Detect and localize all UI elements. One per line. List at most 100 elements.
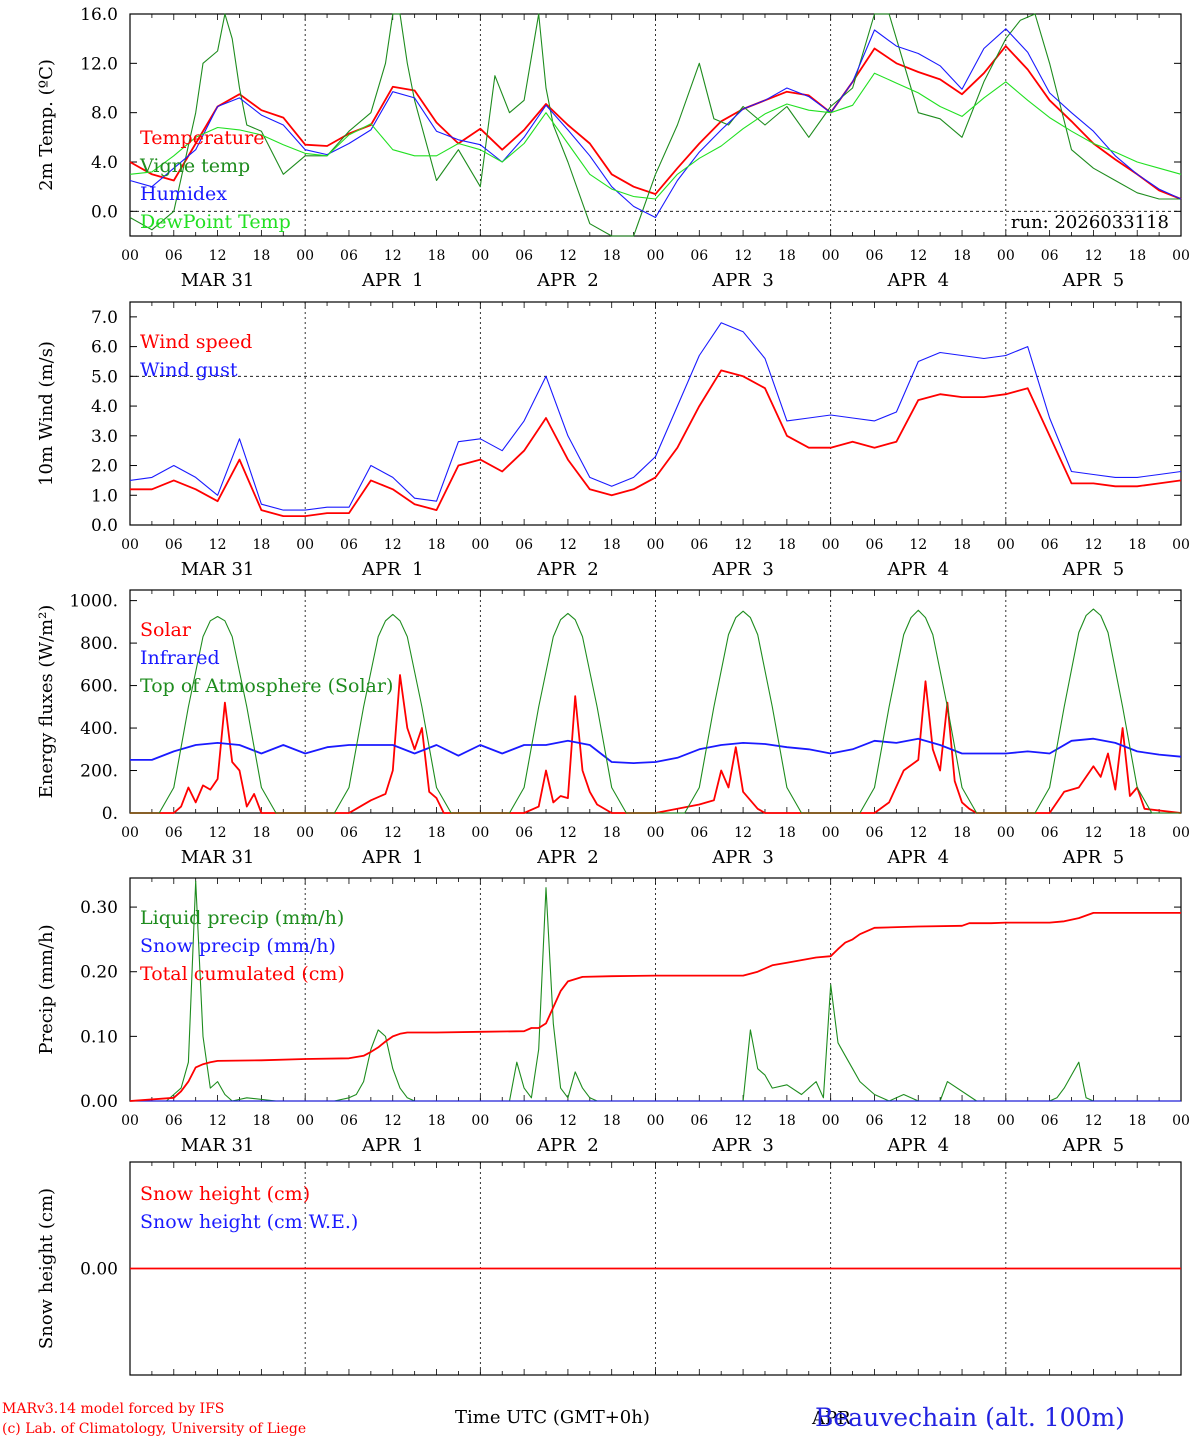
x-tick-label: 00 (647, 537, 665, 553)
series-line-temperature (129, 45, 1182, 200)
x-tick-label: 00 (471, 1113, 489, 1129)
x-tick-label: 18 (1128, 1113, 1146, 1129)
x-tick-label: 06 (340, 537, 358, 553)
x-tick-label: 06 (1041, 825, 1059, 841)
x-tick-label: 12 (909, 248, 927, 264)
x-tick-label: 12 (734, 825, 752, 841)
x-tick-label: 12 (734, 537, 752, 553)
x-tick-label: 12 (1085, 248, 1103, 264)
panel-precip: 0.00 0.10 0.20 0.30 Precip (mm/h) 00 06 12 18 MAR… (36, 877, 1190, 1156)
day-label: APR 5 (1062, 1135, 1125, 1156)
x-tick-label: 18 (252, 537, 270, 553)
x-axis-title: Time UTC (GMT+0h) (455, 1407, 650, 1428)
day-label: APR 1 (361, 559, 424, 580)
day-label: APR 3 (711, 1135, 774, 1156)
x-tick-label: 00 (1172, 1113, 1190, 1129)
x-tick-label: 00 (296, 1113, 314, 1129)
panel-snow: 0.00 Snow height (cm) Snow height (cm) Snow… (36, 1161, 1182, 1376)
x-tick-label: 00 (1172, 537, 1190, 553)
x-tick-label: 06 (866, 825, 884, 841)
legend-entry: Humidex (140, 183, 227, 205)
series-line-humidex (129, 28, 1182, 219)
x-tick-label: 06 (165, 825, 183, 841)
x-tick-label: 12 (559, 1113, 577, 1129)
day-label: APR 2 (536, 559, 599, 580)
x-tick-label: 12 (384, 1113, 402, 1129)
y-tick-label: 1.0 (91, 486, 118, 506)
legend-entry: Wind speed (140, 331, 252, 353)
x-tick-label: 00 (822, 1113, 840, 1129)
x-tick-label: 12 (209, 825, 227, 841)
x-tick-label: 18 (428, 1113, 446, 1129)
y-tick-label: 0. (102, 804, 118, 824)
day-label: APR 3 (711, 847, 774, 868)
x-tick-label: 06 (1041, 1113, 1059, 1129)
x-tick-label: 18 (428, 248, 446, 264)
x-tick-label: 12 (559, 248, 577, 264)
legend-entry: Top of Atmosphere (Solar) (140, 675, 393, 697)
legend-entry: Wind gust (140, 359, 238, 381)
x-tick-label: 12 (1085, 537, 1103, 553)
x-tick-label: 06 (690, 825, 708, 841)
day-label: APR 1 (361, 270, 424, 291)
x-tick-label: 12 (384, 537, 402, 553)
legend-entry: Infrared (140, 647, 220, 669)
day-label: APR 5 (1062, 559, 1125, 580)
day-label: MAR 31 (181, 270, 255, 291)
day-label: MAR 31 (181, 847, 255, 868)
y-tick-label: 5.0 (91, 367, 118, 387)
x-tick-label: 12 (1085, 1113, 1103, 1129)
y-tick-label: 2.0 (91, 457, 118, 477)
x-tick-label: 18 (428, 537, 446, 553)
x-tick-label: 00 (997, 248, 1015, 264)
x-tick-label: 06 (690, 1113, 708, 1129)
x-tick-label: 18 (1128, 248, 1146, 264)
y-tick-label: 0.00 (80, 1092, 118, 1112)
x-tick-label: 12 (909, 825, 927, 841)
x-tick-label: 00 (997, 825, 1015, 841)
y-tick-label: 0.0 (91, 202, 118, 222)
x-tick-label: 00 (121, 537, 139, 553)
day-label: APR 2 (536, 1135, 599, 1156)
day-label: APR 1 (361, 847, 424, 868)
x-tick-label: 00 (296, 537, 314, 553)
series-line-total-cumulated-cm- (129, 912, 1181, 1102)
x-tick-label: 06 (340, 1113, 358, 1129)
x-tick-label: 18 (252, 1113, 270, 1129)
day-label: APR 4 (886, 1135, 949, 1156)
x-tick-label: 06 (340, 825, 358, 841)
x-tick-label: 06 (515, 825, 533, 841)
x-tick-label: 06 (866, 248, 884, 264)
x-tick-label: 12 (209, 1113, 227, 1129)
panel-temp: 0.0 4.0 8.0 12.0 16.0 2m Temp. (ºC) 00 06 12 18 MA… (36, 5, 1190, 291)
x-tick-label: 06 (690, 537, 708, 553)
y-axis-label: Precip (mm/h) (36, 924, 57, 1054)
station-name: Beauvechain (alt. 100m) (815, 1403, 1125, 1432)
series-line-wind-gust (129, 322, 1182, 511)
y-tick-label: 7.0 (91, 308, 118, 328)
x-tick-label: 12 (734, 248, 752, 264)
x-tick-label: 18 (1128, 825, 1146, 841)
y-axis-label: 2m Temp. (ºC) (36, 59, 57, 191)
x-tick-label: 18 (1128, 537, 1146, 553)
legend-entry: Total cumulated (cm) (140, 963, 345, 985)
x-tick-label: 00 (471, 537, 489, 553)
x-tick-label: 06 (165, 248, 183, 264)
series-line-wind-speed (130, 369, 1182, 517)
x-tick-label: 18 (603, 825, 621, 841)
y-tick-label: 6.0 (91, 338, 118, 358)
legend-entry: Snow precip (mm/h) (140, 935, 336, 957)
x-tick-label: 12 (209, 537, 227, 553)
y-tick-label: 8.0 (91, 104, 118, 124)
y-axis-label: Snow height (cm) (36, 1188, 57, 1349)
x-tick-label: 06 (866, 537, 884, 553)
x-tick-label: 18 (603, 248, 621, 264)
series-line-top-of-atmosphere-solar- (130, 608, 1181, 814)
y-tick-label: 0.10 (80, 1027, 118, 1047)
y-tick-label: 3.0 (91, 427, 118, 447)
legend-entry: Vigne temp (139, 155, 250, 177)
y-tick-label: 16.0 (80, 5, 118, 25)
y-tick-label: 0.20 (80, 963, 118, 983)
legend-entry: Snow height (cm) (140, 1183, 310, 1205)
